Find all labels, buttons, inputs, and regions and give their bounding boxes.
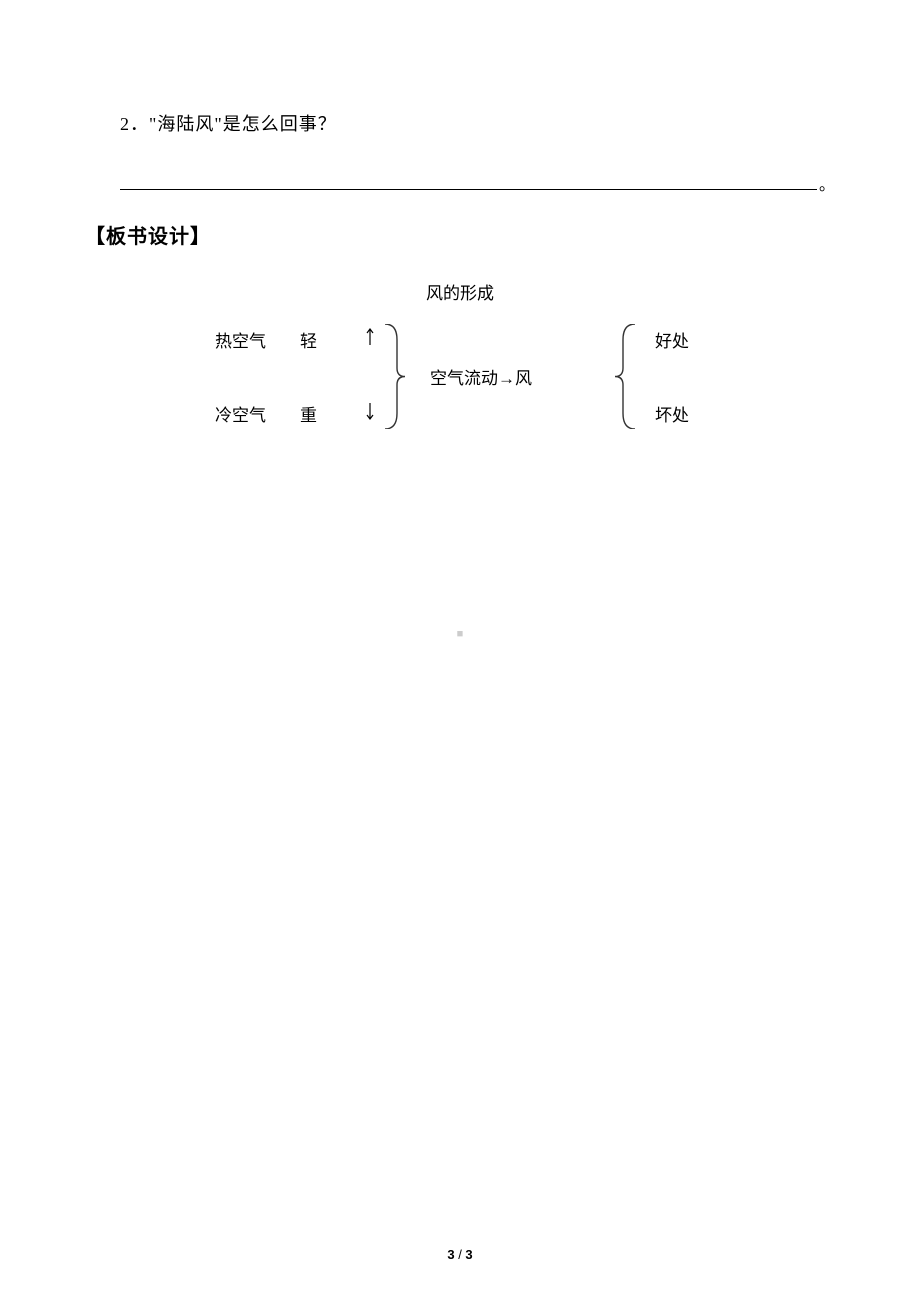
left-brace-icon	[385, 324, 405, 429]
question-text: "海陆风"是怎么回事？	[149, 114, 337, 134]
page-sep: /	[455, 1247, 466, 1262]
answer-blank-line: 。	[120, 166, 835, 190]
hot-air-label: 热空气	[215, 327, 266, 352]
page-footer: 3 / 3	[0, 1247, 920, 1262]
right-brace-icon	[615, 324, 635, 429]
benefit-label: 好处	[655, 327, 689, 352]
board-diagram: 风的形成 热空气 轻 冷空气 重 空气流动→风 好处 坏处	[85, 279, 835, 459]
page-total: 3	[465, 1247, 472, 1262]
light-label: 轻	[300, 327, 317, 352]
section-heading: 【板书设计】	[85, 220, 835, 249]
blank-underline	[120, 188, 817, 190]
diagram-title: 风的形成	[85, 279, 835, 304]
page: 2．"海陆风"是怎么回事？ 。 【板书设计】 风的形成 热空气 轻 冷空气 重 …	[0, 0, 920, 1302]
question-line: 2．"海陆风"是怎么回事？	[120, 110, 835, 136]
harm-label: 坏处	[655, 401, 689, 426]
air-flow-label: 空气流动→风	[430, 364, 532, 389]
heavy-label: 重	[300, 401, 317, 426]
watermark-icon: ■	[457, 628, 464, 640]
arrow-up-icon	[365, 327, 375, 347]
blank-end-punct: 。	[819, 171, 835, 195]
page-current: 3	[447, 1247, 454, 1262]
cold-air-label: 冷空气	[215, 401, 266, 426]
question-number: 2．	[120, 114, 149, 134]
arrow-down-icon	[365, 401, 375, 421]
